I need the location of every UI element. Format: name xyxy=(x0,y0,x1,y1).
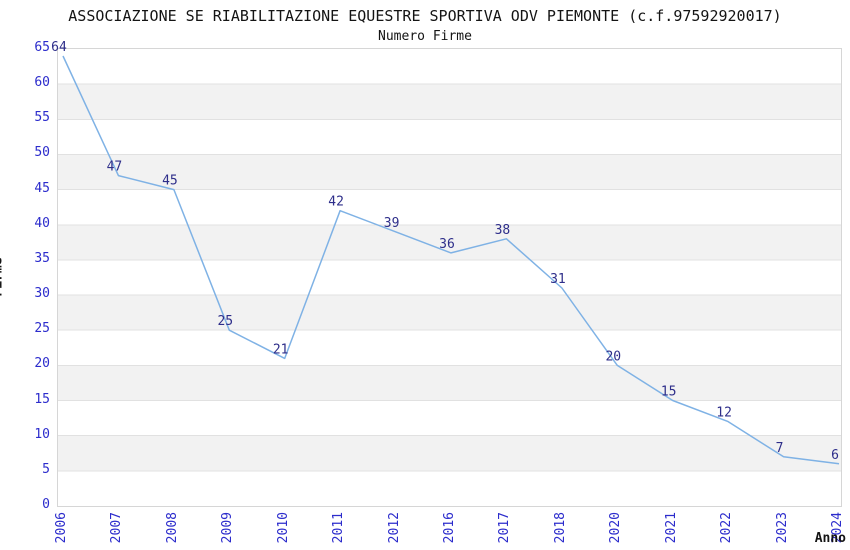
x-tick-label: 2021 xyxy=(663,512,679,544)
x-tick-label: 2010 xyxy=(275,512,291,544)
data-point-label: 42 xyxy=(328,195,344,210)
plot-band xyxy=(58,295,841,331)
plot-canvas: 64 47 45 25 21 42 39 36 38 31 20 15 12 7 6 xyxy=(51,40,841,472)
x-axis-title: Anno xyxy=(814,531,846,546)
data-point-label: 6 xyxy=(831,448,839,463)
x-tick-label: 2007 xyxy=(109,512,125,544)
y-tick-label: 15 xyxy=(34,391,50,407)
data-point-label: 7 xyxy=(776,441,784,456)
data-point-label: 38 xyxy=(495,223,511,238)
plot-band xyxy=(58,435,841,471)
data-line xyxy=(62,55,840,465)
y-tick-label: 0 xyxy=(42,497,50,512)
plot-band xyxy=(58,154,841,190)
y-tick-label: 10 xyxy=(34,426,50,442)
data-point-label: 15 xyxy=(661,385,677,400)
data-point-label: 25 xyxy=(217,314,233,329)
x-tick-label: 2020 xyxy=(608,512,624,544)
plot-band xyxy=(58,224,841,260)
y-tick-label: 45 xyxy=(34,180,50,196)
x-tick-label: 2011 xyxy=(331,512,347,544)
data-point-label: 21 xyxy=(273,342,289,357)
x-tick-label: 2016 xyxy=(442,512,457,544)
data-point-label: 20 xyxy=(605,349,621,364)
x-tick-label: 2022 xyxy=(719,512,735,544)
y-tick-label: 5 xyxy=(42,461,50,477)
x-tick-label: 2023 xyxy=(774,512,790,544)
y-tick-label: 55 xyxy=(34,110,50,126)
y-tick-label: 50 xyxy=(34,145,50,161)
data-point-label: 64 xyxy=(51,40,67,55)
data-point-label: 39 xyxy=(384,216,400,231)
x-tick-label: 2018 xyxy=(552,512,568,544)
y-axis-title: Firme xyxy=(0,257,6,297)
y-tick-label: 25 xyxy=(34,321,50,337)
chart-title: ASSOCIAZIONE SE RIABILITAZIONE EQUESTRE … xyxy=(68,7,782,25)
y-tick-label: 65 xyxy=(34,40,50,55)
data-point-label: 36 xyxy=(439,237,455,252)
y-tick-label: 60 xyxy=(34,75,50,91)
y-tick-label: 30 xyxy=(34,286,50,302)
chart-subtitle: Numero Firme xyxy=(378,29,472,44)
y-tick-label: 20 xyxy=(34,356,50,372)
data-point-label: 12 xyxy=(716,406,732,421)
x-tick-label: 2008 xyxy=(164,512,180,544)
x-tick-label: 2009 xyxy=(220,512,236,544)
y-tick-label: 35 xyxy=(34,250,50,266)
data-point-label: 47 xyxy=(107,160,123,175)
x-tick-label: 2017 xyxy=(497,512,513,544)
x-tick-label: 2006 xyxy=(54,512,69,544)
y-tick-label: 40 xyxy=(34,215,50,231)
plot-band xyxy=(58,84,841,120)
plot-area: 64 47 45 25 21 42 39 36 38 31 20 15 12 7 6 xyxy=(51,40,842,507)
data-point-label: 45 xyxy=(162,174,178,189)
plot-band xyxy=(58,365,841,401)
x-tick-label: 2012 xyxy=(386,512,402,544)
data-point-label: 31 xyxy=(550,272,566,287)
